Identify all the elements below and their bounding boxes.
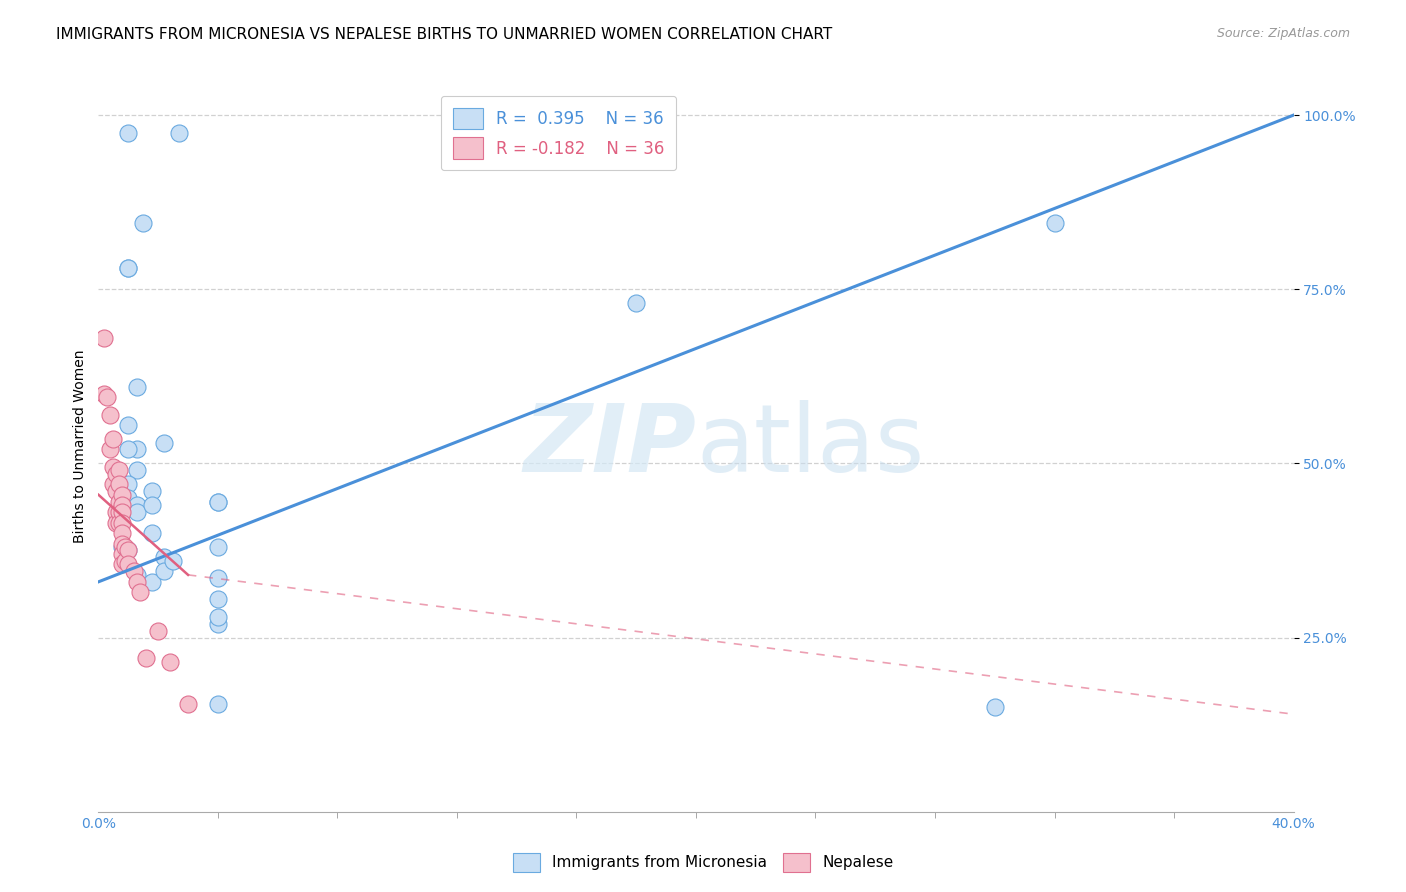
- Point: [117, 126, 139, 140]
- Point: [111, 498, 134, 512]
- Point: [108, 494, 131, 508]
- Point: [1043, 216, 1066, 230]
- Y-axis label: Births to Unmarried Women: Births to Unmarried Women: [73, 350, 87, 542]
- Point: [103, 459, 125, 474]
- Legend: R =  0.395    N = 36, R = -0.182    N = 36: R = 0.395 N = 36, R = -0.182 N = 36: [441, 96, 676, 170]
- Point: [111, 488, 134, 502]
- Point: [159, 655, 181, 669]
- Point: [153, 550, 176, 565]
- Point: [129, 585, 152, 599]
- Point: [105, 484, 128, 499]
- Point: [141, 526, 163, 541]
- Point: [117, 442, 139, 457]
- Point: [111, 505, 134, 519]
- Point: [207, 609, 229, 624]
- Point: [127, 463, 149, 477]
- Point: [127, 567, 149, 582]
- Point: [93, 386, 115, 401]
- Text: Source: ZipAtlas.com: Source: ZipAtlas.com: [1216, 27, 1350, 40]
- Point: [117, 418, 139, 433]
- Point: [127, 380, 149, 394]
- Point: [207, 616, 229, 631]
- Point: [127, 574, 149, 589]
- Point: [207, 571, 229, 585]
- Point: [117, 543, 139, 558]
- Text: IMMIGRANTS FROM MICRONESIA VS NEPALESE BIRTHS TO UNMARRIED WOMEN CORRELATION CHA: IMMIGRANTS FROM MICRONESIA VS NEPALESE B…: [56, 27, 832, 42]
- Point: [117, 558, 139, 572]
- Point: [162, 554, 184, 568]
- Point: [141, 484, 163, 499]
- Point: [132, 216, 155, 230]
- Point: [124, 565, 146, 579]
- Point: [207, 592, 229, 607]
- Point: [93, 331, 115, 345]
- Point: [117, 261, 139, 276]
- Point: [177, 697, 200, 711]
- Point: [105, 516, 128, 530]
- Point: [127, 498, 149, 512]
- Point: [127, 505, 149, 519]
- Point: [148, 624, 170, 638]
- Point: [127, 442, 149, 457]
- Point: [141, 574, 163, 589]
- Point: [105, 467, 128, 481]
- Point: [141, 498, 163, 512]
- Point: [111, 540, 134, 554]
- Point: [111, 547, 134, 561]
- Text: ZIP: ZIP: [523, 400, 696, 492]
- Point: [108, 516, 131, 530]
- Point: [135, 651, 157, 665]
- Point: [98, 408, 122, 422]
- Point: [117, 261, 139, 276]
- Point: [207, 494, 229, 508]
- Point: [105, 505, 128, 519]
- Point: [167, 126, 190, 140]
- Point: [207, 697, 229, 711]
- Point: [117, 477, 139, 491]
- Point: [111, 526, 134, 541]
- Point: [108, 505, 131, 519]
- Legend: Immigrants from Micronesia, Nepalese: Immigrants from Micronesia, Nepalese: [505, 845, 901, 880]
- Point: [108, 463, 131, 477]
- Point: [117, 491, 139, 506]
- Point: [103, 432, 125, 446]
- Point: [207, 494, 229, 508]
- Point: [207, 540, 229, 554]
- Point: [153, 565, 176, 579]
- Point: [96, 390, 118, 404]
- Text: atlas: atlas: [696, 400, 924, 492]
- Point: [114, 554, 136, 568]
- Point: [111, 558, 134, 572]
- Point: [626, 296, 648, 310]
- Point: [984, 700, 1007, 714]
- Point: [103, 477, 125, 491]
- Point: [111, 536, 134, 550]
- Point: [111, 516, 134, 530]
- Point: [108, 477, 131, 491]
- Point: [153, 435, 176, 450]
- Point: [114, 540, 136, 554]
- Point: [98, 442, 122, 457]
- Point: [117, 543, 139, 558]
